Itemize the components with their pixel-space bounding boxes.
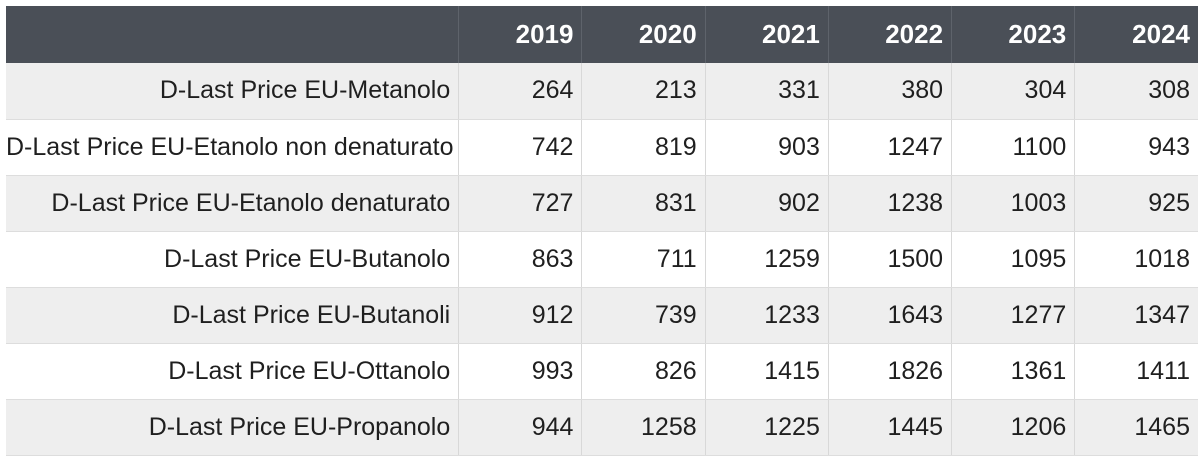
table-cell: 902 bbox=[704, 175, 829, 232]
header-cell-2021: 2021 bbox=[704, 6, 829, 63]
row-label: D-Last Price EU-Propanolo bbox=[6, 399, 459, 456]
row-label: D-Last Price EU-Butanoli bbox=[6, 287, 459, 344]
table-cell: 1258 bbox=[581, 399, 706, 456]
row-label: D-Last Price EU-Ottanolo bbox=[6, 343, 459, 400]
table-cell: 903 bbox=[704, 119, 829, 176]
row-label: D-Last Price EU-Butanolo bbox=[6, 231, 459, 288]
header-cell-2024: 2024 bbox=[1074, 6, 1198, 63]
header-cell-2022: 2022 bbox=[827, 6, 952, 63]
table-cell: 944 bbox=[458, 399, 582, 456]
table-cell: 993 bbox=[458, 343, 582, 400]
table-cell: 1415 bbox=[704, 343, 829, 400]
table-header-row: 2019 2020 2021 2022 2023 2024 bbox=[6, 6, 1198, 63]
table-cell: 1018 bbox=[1074, 231, 1198, 288]
table-row: D-Last Price EU-Butanolo 863 711 1259 15… bbox=[6, 231, 1198, 288]
table-cell: 739 bbox=[581, 287, 706, 344]
table-cell: 1361 bbox=[951, 343, 1075, 400]
table-cell: 831 bbox=[581, 175, 706, 232]
row-label: D-Last Price EU-Etanolo denaturato bbox=[6, 175, 459, 232]
table-cell: 1206 bbox=[951, 399, 1075, 456]
header-cell-2020: 2020 bbox=[581, 6, 706, 63]
table-cell: 1003 bbox=[951, 175, 1075, 232]
table-cell: 1277 bbox=[951, 287, 1075, 344]
table-cell: 1445 bbox=[827, 399, 952, 456]
table-cell: 1100 bbox=[951, 119, 1075, 176]
header-cell-2019: 2019 bbox=[458, 6, 582, 63]
table-cell: 912 bbox=[458, 287, 582, 344]
table-cell: 380 bbox=[827, 63, 952, 120]
table-cell: 925 bbox=[1074, 175, 1198, 232]
header-cell-corner bbox=[6, 6, 459, 63]
table-cell: 1465 bbox=[1074, 399, 1198, 456]
price-table-container: 2019 2020 2021 2022 2023 2024 D-Last Pri… bbox=[6, 6, 1198, 456]
table-cell: 1347 bbox=[1074, 287, 1198, 344]
table-row: D-Last Price EU-Etanolo denaturato 727 8… bbox=[6, 175, 1198, 232]
table-cell: 304 bbox=[951, 63, 1075, 120]
table-cell: 863 bbox=[458, 231, 582, 288]
table-cell: 742 bbox=[458, 119, 582, 176]
table-cell: 1233 bbox=[704, 287, 829, 344]
table-cell: 1225 bbox=[704, 399, 829, 456]
table-row: D-Last Price EU-Butanoli 912 739 1233 16… bbox=[6, 287, 1198, 344]
table-cell: 1411 bbox=[1074, 343, 1198, 400]
table-cell: 1259 bbox=[704, 231, 829, 288]
table-cell: 264 bbox=[458, 63, 582, 120]
table-cell: 711 bbox=[581, 231, 706, 288]
table-row: D-Last Price EU-Etanolo non denaturato 7… bbox=[6, 119, 1198, 176]
table-cell: 1826 bbox=[827, 343, 952, 400]
table-cell: 213 bbox=[581, 63, 706, 120]
table-cell: 1500 bbox=[827, 231, 952, 288]
row-label: D-Last Price EU-Metanolo bbox=[6, 63, 459, 120]
table-cell: 1095 bbox=[951, 231, 1075, 288]
table-cell: 308 bbox=[1074, 63, 1198, 120]
table-cell: 1247 bbox=[827, 119, 952, 176]
row-label: D-Last Price EU-Etanolo non denaturato bbox=[6, 119, 459, 176]
table-cell: 1238 bbox=[827, 175, 952, 232]
table-row: D-Last Price EU-Metanolo 264 213 331 380… bbox=[6, 63, 1198, 120]
table-cell: 819 bbox=[581, 119, 706, 176]
table-row: D-Last Price EU-Propanolo 944 1258 1225 … bbox=[6, 399, 1198, 456]
price-table: 2019 2020 2021 2022 2023 2024 D-Last Pri… bbox=[6, 6, 1198, 456]
table-cell: 826 bbox=[581, 343, 706, 400]
header-cell-2023: 2023 bbox=[951, 6, 1075, 63]
table-cell: 943 bbox=[1074, 119, 1198, 176]
table-cell: 1643 bbox=[827, 287, 952, 344]
table-row: D-Last Price EU-Ottanolo 993 826 1415 18… bbox=[6, 343, 1198, 400]
table-cell: 727 bbox=[458, 175, 582, 232]
table-cell: 331 bbox=[704, 63, 829, 120]
